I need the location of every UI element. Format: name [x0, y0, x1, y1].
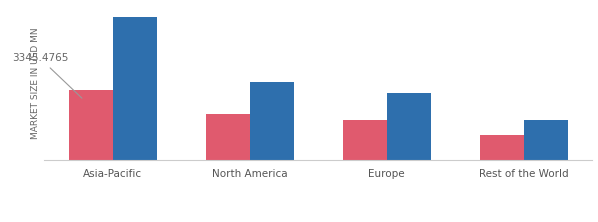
Bar: [206, 114, 250, 160]
Bar: [524, 120, 568, 160]
Bar: [250, 82, 294, 160]
Bar: [69, 89, 113, 160]
Bar: [480, 135, 524, 160]
Bar: [343, 120, 387, 160]
Bar: [113, 17, 157, 160]
Bar: [387, 93, 431, 160]
Text: 3345.4765: 3345.4765: [12, 53, 82, 98]
Y-axis label: MARKET SIZE IN USD MN: MARKET SIZE IN USD MN: [31, 27, 40, 139]
